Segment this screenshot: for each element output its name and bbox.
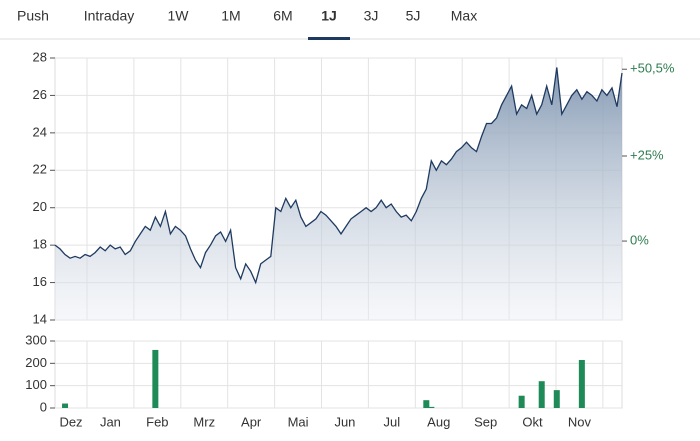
volume-bar (578, 359, 585, 408)
y-tick-label: 28 (33, 49, 47, 64)
y2-tick-label: 0% (630, 232, 649, 247)
x-tick-label: Sep (474, 414, 497, 429)
tab[interactable]: 6M (273, 8, 292, 24)
y2-tick-label: +25% (630, 147, 664, 162)
y-tick-label: 26 (33, 87, 47, 102)
volume-bar (518, 395, 525, 408)
volume-bar (553, 390, 560, 408)
x-tick-label: Nov (568, 414, 592, 429)
volume-tick-label: 200 (25, 355, 47, 370)
price-area (55, 67, 622, 321)
tab[interactable]: 3J (364, 8, 379, 24)
x-tick-label: Mrz (193, 414, 215, 429)
y-tick-label: 22 (33, 162, 47, 177)
x-tick-label: Jul (384, 414, 401, 429)
tab[interactable]: 1W (168, 8, 190, 24)
volume-tick-label: 0 (40, 399, 47, 414)
tab[interactable]: Push (17, 8, 49, 24)
tab[interactable]: 5J (406, 8, 421, 24)
volume-frame (54, 340, 623, 409)
x-tick-label: Dez (59, 414, 82, 429)
volume-bar (62, 403, 69, 408)
active-tab-indicator (308, 37, 350, 40)
x-tick-label: Apr (241, 414, 262, 429)
y-tick-label: 16 (33, 274, 47, 289)
volume-tick-label: 100 (25, 377, 47, 392)
y-tick-label: 18 (33, 237, 47, 252)
tab[interactable]: Intraday (84, 8, 135, 24)
x-tick-label: Okt (522, 414, 543, 429)
volume-bar (152, 349, 159, 408)
volume-bar (428, 406, 435, 408)
x-tick-label: Mai (288, 414, 309, 429)
y-tick-label: 20 (33, 199, 47, 214)
y-tick-label: 14 (33, 311, 47, 326)
tab[interactable]: 1J (321, 8, 337, 24)
x-tick-label: Jan (100, 414, 121, 429)
tab[interactable]: Max (451, 8, 477, 24)
y-tick-label: 24 (33, 124, 47, 139)
tab[interactable]: 1M (221, 8, 240, 24)
x-tick-label: Jun (334, 414, 355, 429)
volume-bar (423, 400, 430, 408)
x-tick-label: Feb (146, 414, 168, 429)
y2-tick-label: +50,5% (630, 61, 675, 76)
volume-bar (538, 381, 545, 408)
x-tick-label: Aug (427, 414, 450, 429)
price-line (54, 67, 623, 285)
volume-tick-label: 300 (25, 332, 47, 347)
